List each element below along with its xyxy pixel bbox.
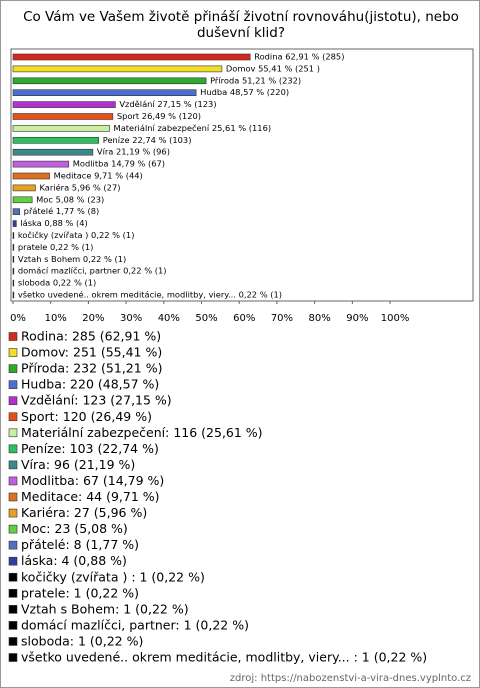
bar xyxy=(12,184,36,192)
bar-label: kočičky (zvířata ) 0,22 % (1) xyxy=(18,230,135,240)
legend-swatch xyxy=(8,476,18,486)
legend-swatch xyxy=(8,540,18,550)
legend-label: Hudba: 220 (48,57 %) xyxy=(21,377,159,392)
legend-label: Vzdělání: 123 (27,15 %) xyxy=(21,393,172,408)
bar xyxy=(12,101,116,108)
legend-swatch xyxy=(8,556,18,566)
legend-label: láska: 4 (0,88 %) xyxy=(21,553,127,568)
legend-swatch xyxy=(8,332,18,341)
legend-label: Kariéra: 27 (5,96 %) xyxy=(21,505,147,520)
legend-swatch xyxy=(8,444,18,454)
bar-label: všetko uvedené.. okrem meditácie, modlit… xyxy=(18,290,282,300)
bar xyxy=(12,160,70,168)
x-tick-label: 100% xyxy=(381,313,410,324)
legend-swatch xyxy=(8,605,18,614)
x-tick-label: 50% xyxy=(195,313,217,324)
bar xyxy=(12,113,114,120)
bar xyxy=(12,291,15,299)
legend-swatch xyxy=(8,460,18,470)
legend-swatch xyxy=(8,348,18,357)
bar xyxy=(12,77,207,85)
bar-label: Vztah s Bohem 0,22 % (1) xyxy=(18,254,126,264)
bar xyxy=(12,267,15,275)
bar-label: domácí mazlíčci, partner 0,22 % (1) xyxy=(18,266,167,276)
bar xyxy=(12,89,197,96)
bar-label: Meditace 9,71 % (44) xyxy=(54,171,143,181)
legend-swatch xyxy=(8,428,18,438)
bar-label: přátelé 1,77 % (8) xyxy=(24,206,100,216)
bar xyxy=(12,148,94,156)
x-tick-label: 20% xyxy=(82,313,104,324)
legend-label: domácí mazlíčci, partner: 1 (0,22 %) xyxy=(21,617,249,632)
x-tick-label: 80% xyxy=(309,313,331,324)
bar-label: láska 0,88 % (4) xyxy=(20,218,87,228)
bar xyxy=(12,232,15,239)
bar xyxy=(12,279,15,287)
bar-label: Vzdělání 27,15 % (123) xyxy=(119,99,216,109)
bar xyxy=(12,125,110,132)
x-tick-label: 40% xyxy=(158,313,180,324)
legend-label: Sport: 120 (26,49 %) xyxy=(21,409,152,424)
bar-label: Rodina 62,91 % (285) xyxy=(254,52,344,62)
legend-swatch xyxy=(8,524,18,534)
chart-title: Co Vám ve Vašem životě přináší životní r… xyxy=(23,9,459,41)
legend-label: Domov: 251 (55,41 %) xyxy=(21,345,162,360)
bar xyxy=(12,256,15,263)
legend-label: všetko uvedené.. okrem meditácie, modlit… xyxy=(21,650,427,665)
legend-swatch xyxy=(8,588,18,598)
bar-label: Materiální zabezpečení 25,61 % (116) xyxy=(114,123,272,133)
bar xyxy=(12,208,20,215)
legend-label: Modlitba: 67 (14,79 %) xyxy=(21,473,164,488)
bar-label: Víra 21,19 % (96) xyxy=(97,147,170,157)
bar-label: Hudba 48,57 % (220) xyxy=(200,87,289,97)
x-tick-label: 60% xyxy=(233,313,255,324)
legend-swatch xyxy=(8,396,18,406)
bar-label: Kariéra 5,96 % (27) xyxy=(39,182,120,192)
legend-swatch xyxy=(8,508,18,518)
legend-label: Moc: 23 (5,08 %) xyxy=(21,521,128,536)
legend-swatch xyxy=(8,492,18,502)
legend-label: Meditace: 44 (9,71 %) xyxy=(21,489,160,504)
bar-label: Peníze 22,74 % (103) xyxy=(103,135,192,145)
bar xyxy=(12,53,251,61)
legend-swatch xyxy=(8,364,18,373)
bar-label: Modlitba 14,79 % (67) xyxy=(73,159,165,169)
legend-label: pratele: 1 (0,22 %) xyxy=(21,585,139,600)
legend-swatch xyxy=(8,380,18,389)
x-tick-label: 10% xyxy=(45,313,67,324)
legend-label: Vztah s Bohem: 1 (0,22 %) xyxy=(21,601,189,616)
legend-label: Příroda: 232 (51,21 %) xyxy=(21,361,162,376)
x-tick-label: 70% xyxy=(271,313,293,324)
bar xyxy=(12,220,17,227)
legend-swatch xyxy=(8,572,18,582)
legend-swatch xyxy=(8,637,18,646)
legend-label: kočičky (zvířata ) : 1 (0,22 %) xyxy=(21,569,205,584)
legend-label: Rodina: 285 (62,91 %) xyxy=(21,329,161,344)
legend-swatch xyxy=(8,412,18,422)
source: zdroj: https://nabozenstvi-a-vira-dnes.v… xyxy=(230,673,471,684)
bar-label: pratele 0,22 % (1) xyxy=(18,242,94,252)
bar xyxy=(12,137,100,144)
legend-label: Materiální zabezpečení: 116 (25,61 %) xyxy=(21,425,263,440)
legend-label: přátelé: 8 (1,77 %) xyxy=(21,537,139,552)
x-tick-label: 0% xyxy=(10,313,26,324)
bar xyxy=(12,196,33,204)
legend-label: Peníze: 103 (22,74 %) xyxy=(21,441,159,456)
legend-label: Víra: 96 (21,19 %) xyxy=(21,457,135,472)
bar xyxy=(12,244,15,251)
bar-label: Sport 26,49 % (120) xyxy=(117,111,201,121)
x-tick-label: 90% xyxy=(346,313,368,324)
bar-label: Moc 5,08 % (23) xyxy=(36,194,104,204)
bar xyxy=(12,172,50,180)
legend-label: sloboda: 1 (0,22 %) xyxy=(21,633,143,648)
x-tick-label: 30% xyxy=(120,313,142,324)
bar xyxy=(12,65,223,73)
bar-label: Domov 55,41 % (251 ) xyxy=(226,63,320,73)
legend-swatch xyxy=(8,621,18,630)
bar-label: sloboda 0,22 % (1) xyxy=(18,278,96,288)
legend-swatch xyxy=(8,653,18,662)
bar-label: Příroda 51,21 % (232) xyxy=(210,75,301,85)
